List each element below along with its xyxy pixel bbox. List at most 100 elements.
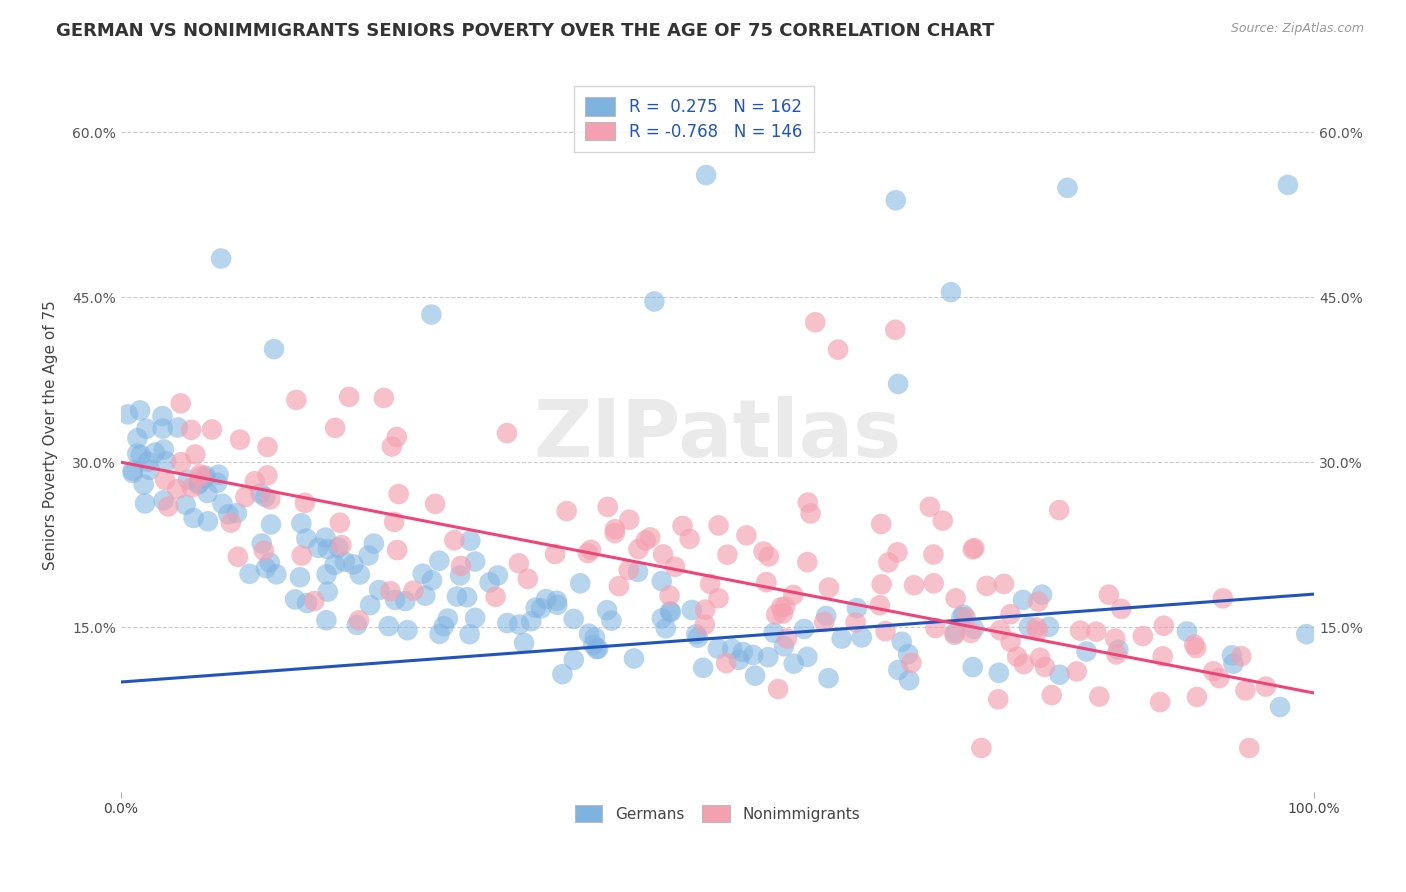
Point bbox=[569, 576, 592, 591]
Point bbox=[243, 475, 266, 489]
Point bbox=[135, 422, 157, 436]
Point bbox=[437, 611, 460, 625]
Point bbox=[152, 409, 174, 424]
Point bbox=[1212, 591, 1234, 606]
Point bbox=[1033, 660, 1056, 674]
Point bbox=[851, 631, 873, 645]
Point bbox=[603, 522, 626, 536]
Text: GERMAN VS NONIMMIGRANTS SENIORS POVERTY OVER THE AGE OF 75 CORRELATION CHART: GERMAN VS NONIMMIGRANTS SENIORS POVERTY … bbox=[56, 22, 994, 40]
Point bbox=[1175, 624, 1198, 639]
Point bbox=[617, 563, 640, 577]
Point bbox=[869, 599, 891, 613]
Point bbox=[987, 665, 1010, 680]
Point bbox=[382, 515, 405, 529]
Point bbox=[643, 294, 665, 309]
Point bbox=[988, 624, 1011, 638]
Point bbox=[166, 482, 188, 496]
Point bbox=[1105, 648, 1128, 662]
Point bbox=[681, 603, 703, 617]
Point bbox=[1040, 688, 1063, 702]
Point bbox=[1132, 629, 1154, 643]
Point bbox=[183, 511, 205, 525]
Point bbox=[744, 668, 766, 682]
Legend: Germans, Nonimmigrants: Germans, Nonimmigrants bbox=[562, 793, 872, 834]
Point bbox=[359, 598, 381, 612]
Point bbox=[226, 549, 249, 564]
Point bbox=[446, 590, 468, 604]
Point bbox=[1208, 671, 1230, 685]
Point bbox=[249, 486, 271, 500]
Point bbox=[1018, 620, 1040, 634]
Point bbox=[187, 477, 209, 491]
Point bbox=[496, 426, 519, 441]
Point bbox=[762, 625, 785, 640]
Point bbox=[184, 448, 207, 462]
Point bbox=[121, 464, 143, 478]
Point bbox=[1069, 624, 1091, 638]
Point bbox=[546, 593, 568, 607]
Point bbox=[671, 519, 693, 533]
Point bbox=[1012, 593, 1035, 607]
Point bbox=[831, 632, 853, 646]
Point bbox=[731, 645, 754, 659]
Point bbox=[127, 431, 149, 445]
Point bbox=[796, 555, 818, 569]
Point bbox=[349, 567, 371, 582]
Point bbox=[132, 477, 155, 491]
Point bbox=[970, 741, 993, 756]
Point bbox=[783, 657, 806, 671]
Point bbox=[1153, 618, 1175, 632]
Point bbox=[402, 583, 425, 598]
Point bbox=[315, 567, 337, 582]
Point bbox=[263, 342, 285, 356]
Point bbox=[524, 600, 547, 615]
Point bbox=[380, 584, 402, 599]
Point bbox=[752, 544, 775, 558]
Point bbox=[659, 604, 682, 618]
Point bbox=[316, 584, 339, 599]
Point bbox=[922, 576, 945, 591]
Point bbox=[827, 343, 849, 357]
Point bbox=[742, 648, 765, 662]
Point bbox=[1056, 181, 1078, 195]
Point bbox=[772, 607, 794, 621]
Point bbox=[627, 542, 650, 557]
Point bbox=[884, 323, 907, 337]
Point bbox=[758, 549, 780, 564]
Point bbox=[143, 445, 166, 459]
Point bbox=[291, 549, 314, 563]
Point bbox=[804, 315, 827, 329]
Point bbox=[1254, 680, 1277, 694]
Point bbox=[284, 592, 307, 607]
Point bbox=[987, 692, 1010, 706]
Point bbox=[314, 531, 336, 545]
Point bbox=[197, 514, 219, 528]
Point bbox=[260, 517, 283, 532]
Point bbox=[347, 613, 370, 627]
Point bbox=[887, 663, 910, 677]
Point bbox=[138, 463, 160, 477]
Point bbox=[288, 570, 311, 584]
Point bbox=[1066, 665, 1088, 679]
Point bbox=[932, 514, 955, 528]
Point bbox=[627, 565, 650, 579]
Point bbox=[1185, 640, 1208, 655]
Point bbox=[576, 546, 599, 560]
Point bbox=[952, 607, 974, 622]
Point bbox=[1185, 690, 1208, 704]
Point bbox=[562, 653, 585, 667]
Point bbox=[464, 611, 486, 625]
Point bbox=[201, 423, 224, 437]
Point bbox=[229, 433, 252, 447]
Point bbox=[652, 548, 675, 562]
Point bbox=[1268, 700, 1291, 714]
Point bbox=[385, 430, 408, 444]
Point bbox=[651, 574, 673, 588]
Point bbox=[695, 602, 717, 616]
Point bbox=[427, 554, 450, 568]
Point bbox=[180, 423, 202, 437]
Point bbox=[845, 601, 868, 615]
Point bbox=[551, 667, 574, 681]
Point bbox=[134, 496, 156, 510]
Point bbox=[433, 619, 456, 633]
